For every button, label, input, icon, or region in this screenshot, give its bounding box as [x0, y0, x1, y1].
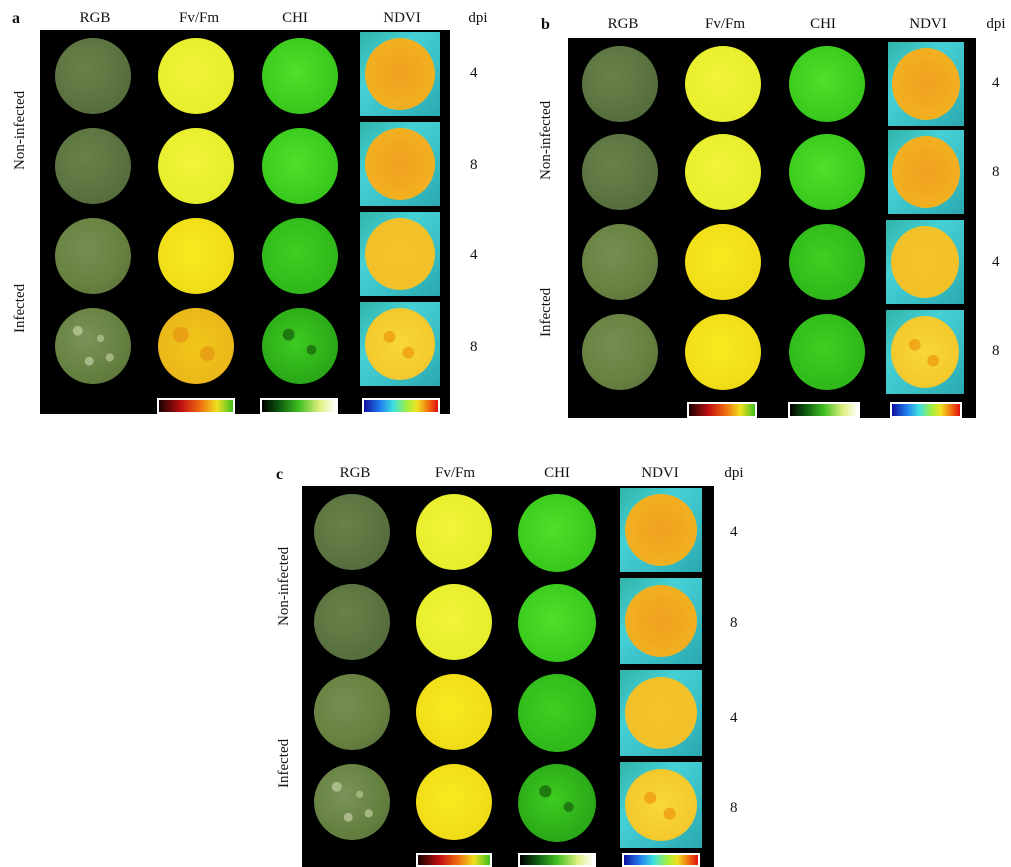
- leaf-fvfm: [416, 494, 492, 570]
- panel-letter: c: [276, 466, 284, 483]
- colorbar-fvfm: [157, 398, 235, 414]
- leaf-chi: [262, 308, 338, 384]
- ndvi-image: [888, 130, 964, 214]
- group-label-infected: Infected: [538, 287, 554, 337]
- leaf-fvfm: [416, 764, 492, 840]
- column-label-chi: CHI: [810, 16, 836, 32]
- dpi-value: 4: [470, 65, 478, 81]
- leaf-rgb: [582, 46, 658, 122]
- ndvi-image: [360, 302, 440, 386]
- column-label-chi: CHI: [282, 10, 308, 26]
- leaf-chi: [518, 584, 596, 662]
- dpi-value: 8: [992, 164, 1000, 180]
- column-label-fvfm: Fv/Fm: [178, 10, 220, 26]
- column-label-fvfm: Fv/Fm: [434, 465, 476, 481]
- leaf-fvfm: [158, 218, 234, 294]
- panel-letter: b: [541, 16, 550, 33]
- column-label-rgb: RGB: [607, 16, 639, 32]
- leaf-chi: [518, 764, 596, 842]
- leaf-fvfm: [158, 128, 234, 204]
- ndvi-image: [620, 762, 702, 848]
- ndvi-image: [888, 42, 964, 126]
- leaf-chi: [262, 38, 338, 114]
- leaf-fvfm: [158, 308, 234, 384]
- dpi-value: 8: [730, 800, 738, 816]
- leaf-rgb: [314, 494, 390, 570]
- dpi-value: 4: [730, 710, 738, 726]
- group-label-noninfected: Non-infected: [12, 90, 28, 170]
- dpi-value: 4: [992, 75, 1000, 91]
- dpi-header: dpi: [986, 16, 1006, 32]
- group-label-noninfected: Non-infected: [538, 100, 554, 180]
- leaf-rgb: [55, 308, 131, 384]
- colorbar-ndvi: [890, 402, 962, 418]
- ndvi-image: [620, 670, 702, 756]
- dpi-value: 4: [992, 254, 1000, 270]
- column-label-ndvi: NDVI: [383, 10, 421, 26]
- dpi-value: 4: [730, 524, 738, 540]
- column-label-ndvi: NDVI: [641, 465, 679, 481]
- dpi-value: 8: [470, 339, 478, 355]
- column-label-rgb: RGB: [79, 10, 111, 26]
- dpi-header: dpi: [468, 10, 488, 26]
- panel-letter: a: [12, 10, 20, 27]
- leaf-fvfm: [685, 134, 761, 210]
- leaf-chi: [789, 314, 865, 390]
- ndvi-image: [886, 220, 964, 304]
- leaf-chi: [789, 134, 865, 210]
- leaf-fvfm: [685, 224, 761, 300]
- colorbar-fvfm: [416, 853, 492, 867]
- ndvi-image: [620, 488, 702, 572]
- dpi-value: 8: [470, 157, 478, 173]
- leaf-rgb: [55, 128, 131, 204]
- leaf-fvfm: [416, 584, 492, 660]
- leaf-chi: [789, 224, 865, 300]
- ndvi-image: [360, 212, 440, 296]
- group-label-noninfected: Non-infected: [276, 546, 292, 626]
- leaf-fvfm: [158, 38, 234, 114]
- leaf-chi: [262, 128, 338, 204]
- leaf-fvfm: [416, 674, 492, 750]
- leaf-rgb: [582, 314, 658, 390]
- leaf-fvfm: [685, 314, 761, 390]
- dpi-header: dpi: [724, 465, 744, 481]
- colorbar-ndvi: [362, 398, 440, 414]
- colorbar-chi: [788, 402, 860, 418]
- leaf-rgb: [314, 674, 390, 750]
- dpi-value: 8: [992, 343, 1000, 359]
- column-label-chi: CHI: [544, 465, 570, 481]
- leaf-rgb: [582, 134, 658, 210]
- column-label-rgb: RGB: [339, 465, 371, 481]
- colorbar-chi: [260, 398, 338, 414]
- column-label-fvfm: Fv/Fm: [704, 16, 746, 32]
- column-label-ndvi: NDVI: [909, 16, 947, 32]
- dpi-value: 4: [470, 247, 478, 263]
- leaf-rgb: [582, 224, 658, 300]
- colorbar-chi: [518, 853, 596, 867]
- leaf-rgb: [55, 218, 131, 294]
- colorbar-fvfm: [687, 402, 757, 418]
- ndvi-image: [620, 578, 702, 664]
- leaf-rgb: [314, 764, 390, 840]
- ndvi-image: [886, 310, 964, 394]
- leaf-chi: [518, 674, 596, 752]
- ndvi-image: [360, 122, 440, 206]
- ndvi-image: [360, 32, 440, 116]
- group-label-infected: Infected: [12, 283, 28, 333]
- leaf-rgb: [55, 38, 131, 114]
- leaf-chi: [262, 218, 338, 294]
- leaf-fvfm: [685, 46, 761, 122]
- group-label-infected: Infected: [276, 738, 292, 788]
- leaf-rgb: [314, 584, 390, 660]
- colorbar-ndvi: [622, 853, 700, 867]
- dpi-value: 8: [730, 615, 738, 631]
- leaf-chi: [518, 494, 596, 572]
- leaf-chi: [789, 46, 865, 122]
